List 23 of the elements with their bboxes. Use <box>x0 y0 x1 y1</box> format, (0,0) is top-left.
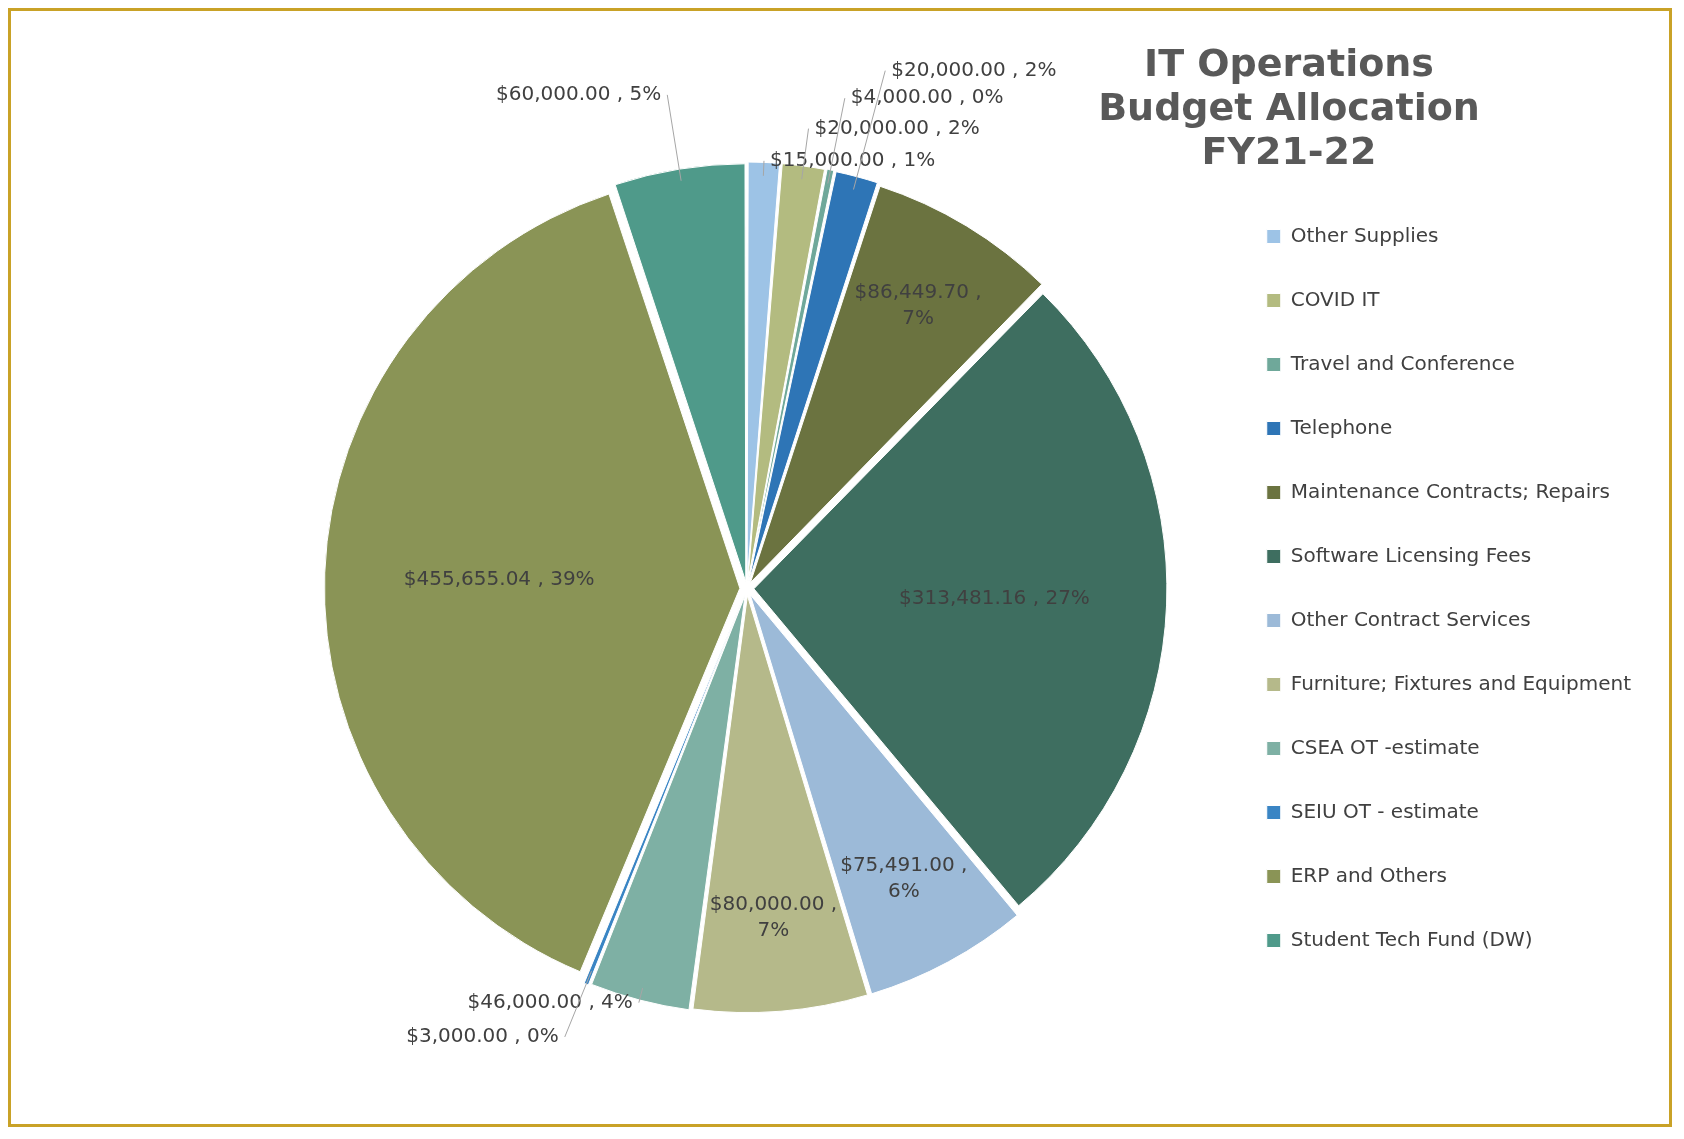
data-label: $15,000.00 , 1% <box>769 147 936 172</box>
legend-label: Student Tech Fund (DW) <box>1290 926 1533 951</box>
legend-label: Maintenance Contracts; Repairs <box>1290 478 1610 503</box>
legend-label: Travel and Conference <box>1289 350 1515 375</box>
legend-label: CSEA OT -estimate <box>1290 734 1480 759</box>
data-label: $80,000.00 , 7% <box>709 891 838 942</box>
legend-label: Software Licensing Fees <box>1290 542 1532 567</box>
data-label: $455,655.04 , 39% <box>403 565 595 590</box>
data-label: $20,000.00 , 2% <box>814 114 980 139</box>
legend-label: Other Supplies <box>1290 222 1439 247</box>
text: IT Operations Budget Allocation FY21-22 <box>1097 41 1481 173</box>
legend-label: COVID IT <box>1290 286 1381 311</box>
legend-label: Other Contract Services <box>1290 606 1531 631</box>
data-label: $4,000.00 , 0% <box>850 84 1004 109</box>
data-label: $46,000.00 , 4% <box>467 988 633 1013</box>
legend-label: ERP and Others <box>1290 862 1447 887</box>
data-label: $75,491.00 , 6% <box>840 852 968 903</box>
data-label: $60,000.00 , 5% <box>495 81 662 106</box>
legend-label: Furniture; Fixtures and Equipment <box>1290 670 1632 695</box>
data-label: $3,000.00 , 0% <box>406 1023 559 1048</box>
legend-label: SEIU OT - estimate <box>1290 798 1479 823</box>
data-label: $20,000.00 , 2% <box>891 56 1057 81</box>
legend-label: Telephone <box>1289 414 1393 439</box>
